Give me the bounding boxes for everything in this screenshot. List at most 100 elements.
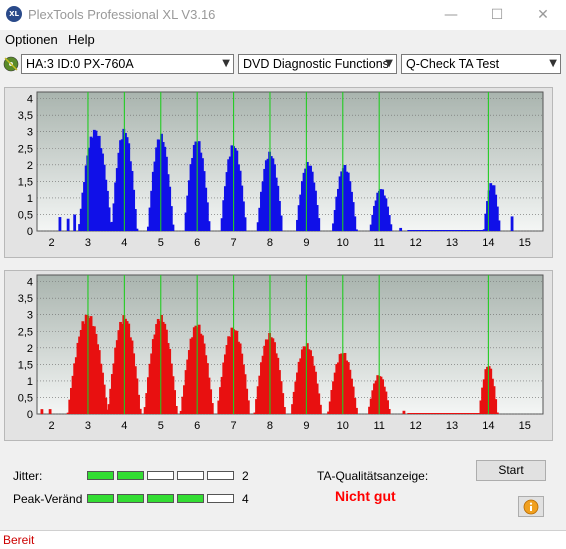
data-bar bbox=[343, 352, 347, 414]
data-bar bbox=[191, 337, 195, 414]
data-bar bbox=[73, 214, 77, 231]
data-bar bbox=[97, 350, 101, 414]
data-bar bbox=[297, 361, 301, 414]
data-bar bbox=[369, 398, 373, 414]
data-bar bbox=[173, 390, 177, 414]
data-bar bbox=[256, 386, 260, 414]
data-bar bbox=[171, 224, 175, 231]
data-bar bbox=[114, 347, 118, 414]
data-bar bbox=[486, 366, 489, 414]
data-bar bbox=[305, 343, 309, 414]
data-bar bbox=[479, 400, 483, 414]
data-bar bbox=[228, 156, 232, 231]
x-tick-label: 15 bbox=[519, 237, 531, 249]
data-bar bbox=[153, 334, 157, 414]
data-bar bbox=[510, 216, 514, 231]
y-tick-label: 4 bbox=[27, 94, 33, 106]
data-bar bbox=[92, 129, 96, 231]
data-bar bbox=[495, 206, 499, 231]
data-bar bbox=[107, 404, 111, 414]
data-bar bbox=[296, 219, 299, 231]
data-bar bbox=[130, 340, 134, 414]
y-tick-label: 2 bbox=[27, 343, 33, 355]
menu-optionen[interactable]: Optionen bbox=[5, 32, 58, 47]
data-bar bbox=[135, 228, 139, 231]
data-bar bbox=[94, 130, 98, 231]
data-bar bbox=[305, 162, 309, 231]
x-tick-label: 4 bbox=[121, 237, 127, 249]
y-tick-label: 1,5 bbox=[18, 359, 33, 371]
data-bar bbox=[379, 376, 383, 414]
data-bar bbox=[138, 408, 142, 414]
data-bar bbox=[338, 176, 342, 231]
data-bar bbox=[187, 180, 191, 231]
x-tick-label: 2 bbox=[48, 237, 54, 249]
info-button[interactable] bbox=[518, 496, 544, 517]
data-bar bbox=[106, 409, 109, 414]
y-tick-label: 2,5 bbox=[18, 143, 33, 155]
data-bar bbox=[127, 323, 131, 414]
data-bar bbox=[279, 381, 283, 414]
data-bar bbox=[481, 387, 484, 414]
data-bar bbox=[171, 376, 175, 414]
data-bar bbox=[155, 147, 158, 231]
drive-select[interactable]: HA:3 ID:0 PX-760A ▼ bbox=[21, 54, 234, 74]
data-bar bbox=[101, 153, 104, 231]
data-bar bbox=[271, 338, 275, 414]
data-bar bbox=[219, 387, 222, 414]
status-text: Bereit bbox=[3, 533, 35, 547]
data-bar bbox=[340, 171, 344, 231]
x-tick-label: 10 bbox=[337, 237, 349, 249]
data-bar bbox=[291, 404, 294, 414]
data-bar bbox=[384, 391, 388, 414]
data-bar bbox=[345, 171, 349, 231]
data-bar bbox=[109, 222, 113, 231]
data-bar bbox=[387, 215, 391, 231]
data-bar bbox=[369, 224, 373, 231]
data-bar bbox=[376, 192, 380, 231]
data-bar bbox=[307, 165, 311, 231]
data-bar bbox=[281, 393, 285, 414]
data-bar bbox=[40, 409, 44, 414]
data-bar bbox=[486, 201, 489, 231]
data-bar bbox=[161, 321, 165, 414]
data-bar bbox=[491, 378, 494, 414]
maximize-button[interactable]: ☐ bbox=[490, 7, 504, 23]
data-bar bbox=[402, 410, 406, 414]
data-bar bbox=[205, 202, 209, 231]
test-select[interactable]: Q-Check TA Test ▼ bbox=[401, 54, 561, 74]
menu-help[interactable]: Help bbox=[68, 32, 95, 47]
data-bar bbox=[146, 377, 150, 414]
data-bar bbox=[223, 186, 227, 231]
close-button[interactable]: ✕ bbox=[537, 7, 549, 23]
data-bar bbox=[192, 327, 196, 414]
data-bar bbox=[317, 218, 321, 231]
data-bar bbox=[128, 337, 132, 414]
data-bar bbox=[99, 148, 103, 231]
function-select[interactable]: DVD Diagnostic Functions ▼ bbox=[238, 54, 397, 74]
data-bar bbox=[243, 217, 247, 231]
data-bar bbox=[233, 148, 237, 231]
start-button[interactable]: Start bbox=[476, 460, 546, 481]
data-bar bbox=[124, 318, 127, 414]
data-bar bbox=[199, 152, 203, 231]
data-bar bbox=[158, 320, 162, 414]
data-bar bbox=[371, 214, 375, 231]
data-bar bbox=[246, 400, 250, 414]
data-bar bbox=[70, 387, 73, 414]
data-bar bbox=[169, 206, 173, 231]
data-bar bbox=[355, 229, 358, 231]
meter-segment bbox=[117, 471, 144, 480]
minimize-button[interactable]: — bbox=[444, 7, 458, 23]
data-bar bbox=[120, 323, 124, 414]
data-bar bbox=[310, 171, 314, 231]
data-bar bbox=[373, 383, 376, 414]
data-bar bbox=[332, 223, 335, 231]
data-bar bbox=[312, 182, 316, 231]
data-bar bbox=[207, 377, 211, 414]
data-bar bbox=[89, 136, 93, 231]
y-tick-label: 0,5 bbox=[18, 392, 33, 404]
data-bar bbox=[243, 374, 247, 414]
data-bar bbox=[186, 195, 190, 231]
data-bar bbox=[124, 133, 127, 231]
